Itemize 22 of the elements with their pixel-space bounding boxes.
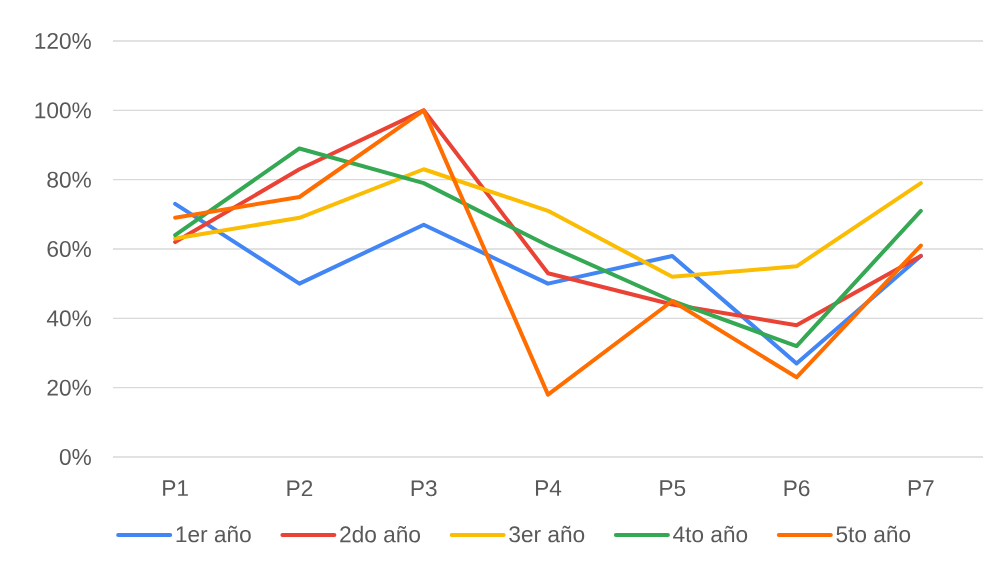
legend-label: 4to año	[673, 525, 748, 543]
x-tick-label: P5	[660, 480, 686, 497]
line-series	[173, 146, 923, 349]
legend-label: 1er año	[176, 525, 251, 543]
x-tick-label: P2	[287, 480, 313, 497]
y-tick-label: 20%	[47, 379, 91, 396]
line-series	[173, 108, 923, 397]
legend-label: 2do año	[340, 525, 420, 543]
x-tick-label: P1	[163, 480, 188, 496]
legend-label: 5to año	[836, 525, 911, 543]
x-tick-label: P6	[784, 480, 810, 497]
y-tick-label: 0%	[59, 448, 91, 466]
y-tick-label: 40%	[46, 310, 91, 327]
x-tick-label: P7	[908, 480, 934, 496]
x-tick-label: P3	[411, 480, 437, 497]
y-tick-label: 100%	[35, 102, 91, 119]
legend-label: 3er año	[509, 525, 585, 543]
y-tick-label: 120%	[35, 32, 91, 50]
y-tick-label: 60%	[47, 240, 91, 258]
y-tick-label: 80%	[47, 171, 91, 188]
line-series	[173, 167, 923, 279]
x-tick-label: P4	[535, 480, 562, 496]
